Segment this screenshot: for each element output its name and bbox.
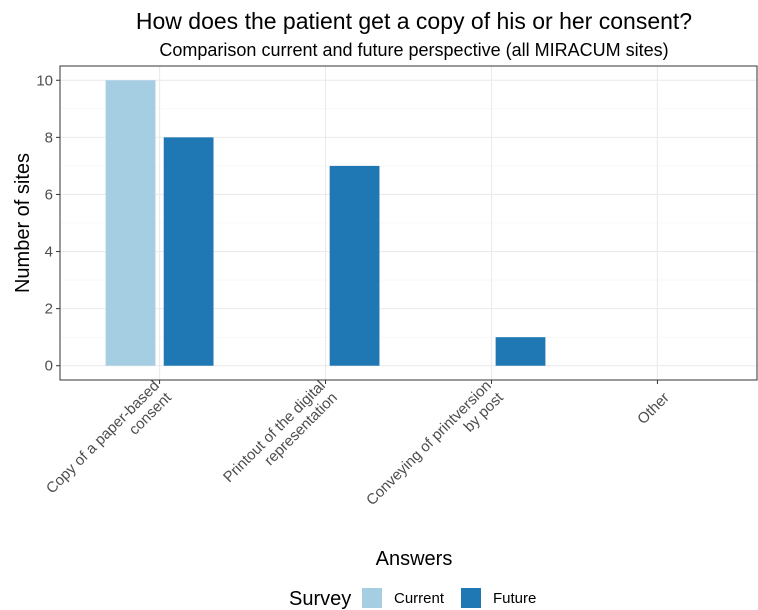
x-axis-title: Answers [376,548,453,570]
bars [105,80,546,366]
y-tick-label: 6 [45,186,53,203]
x-tick-label: Printout of the digitalrepresentation [220,377,341,498]
y-tick-label: 4 [45,244,53,261]
legend: Survey Current Future [289,588,536,610]
y-tick-label: 8 [45,129,53,146]
plot-area [59,65,758,381]
y-axis: 0 2 4 6 8 10 [36,72,60,375]
y-tick-label: 0 [45,358,53,375]
legend-title: Survey [289,588,351,610]
y-tick-label: 10 [36,72,53,89]
x-tick-label: Other [634,389,673,428]
legend-key-future [461,588,481,608]
chart-subtitle: Comparison current and future perspectiv… [159,40,668,60]
bar-future [329,165,380,366]
x-axis: Copy of a paper-basedconsent Printout of … [43,377,673,521]
x-tick-label: Copy of a paper-basedconsent [43,377,176,510]
bar-future [495,337,546,366]
legend-label-future: Future [493,590,536,607]
bar-future [163,137,214,366]
y-tick-label: 2 [45,301,53,318]
chart-title: How does the patient get a copy of his o… [136,8,692,34]
x-tick-label: Conveying of printversionby post [363,377,507,521]
y-axis-title: Number of sites [12,153,34,293]
bar-current [105,80,156,366]
legend-label-current: Current [394,590,445,607]
legend-key-current [362,588,382,608]
plot-border [59,65,758,381]
